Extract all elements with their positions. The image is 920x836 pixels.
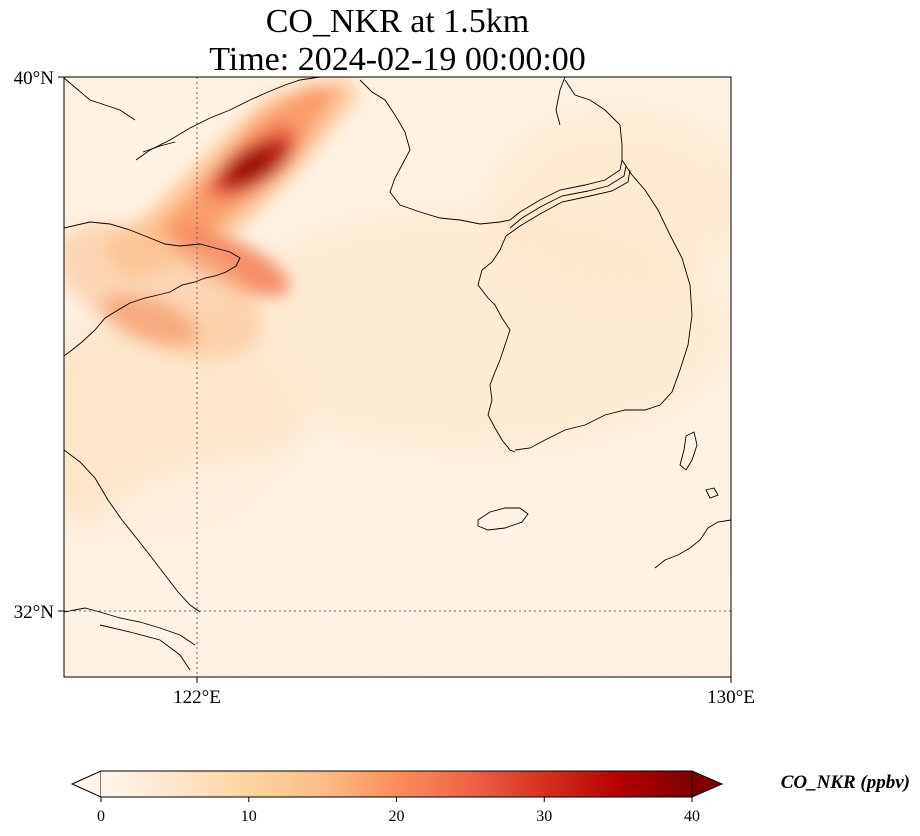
diffuse-field xyxy=(64,77,731,677)
map-subtitle-time: Time: 2024-02-19 00:00:00 xyxy=(209,41,586,78)
colorbar-tick-label: 30 xyxy=(536,808,552,825)
colorbar-ticks xyxy=(100,797,693,802)
coastlines xyxy=(64,77,731,671)
korea-bay-coast xyxy=(359,79,511,225)
colorbar-extend-max xyxy=(691,770,724,798)
colorbar-label: CO_NKR (ppbv) xyxy=(781,772,910,793)
bohai-north-coast xyxy=(64,77,136,121)
tick-marks xyxy=(58,76,732,683)
jeju-island xyxy=(477,507,529,531)
lat-tick-32n: 32°N xyxy=(14,602,55,623)
colorbar-gradient xyxy=(101,771,692,797)
liaodong-west-coast xyxy=(135,77,321,161)
north-coast-fragment xyxy=(555,77,566,126)
western-halo xyxy=(64,221,263,359)
iki-island xyxy=(705,487,719,499)
yangtze-estuary-south xyxy=(99,624,191,671)
bohai-island xyxy=(142,141,176,153)
central-blob xyxy=(170,228,290,296)
map-title: CO_NKR at 1.5km xyxy=(265,3,530,40)
lon-tick-122e: 122°E xyxy=(173,687,221,708)
korea-west-coast xyxy=(477,235,516,453)
yangtze-estuary-north xyxy=(64,607,196,646)
colorbar: 0 10 20 30 40 CO_NKR (ppbv) xyxy=(70,770,910,825)
map-frame xyxy=(63,76,732,678)
co-concentration-field xyxy=(64,77,731,677)
korea-east-south-coast xyxy=(514,159,693,451)
dmz-north-coast xyxy=(509,159,623,221)
colorbar-tick-labels: 0 10 20 30 40 xyxy=(97,808,700,825)
colorbar-tick-label: 0 xyxy=(97,808,105,825)
lat-tick-40n: 40°N xyxy=(14,68,55,89)
north-korea-east-coast xyxy=(564,79,623,160)
tsushima-island xyxy=(679,431,698,471)
plume-layer xyxy=(64,77,360,359)
jiangsu-coast xyxy=(64,449,201,613)
colorbar-tick-label: 20 xyxy=(389,808,405,825)
border-line-1 xyxy=(509,165,627,229)
border-line-2 xyxy=(505,169,631,237)
gridlines xyxy=(64,77,731,677)
colorbar-tick-label: 40 xyxy=(684,808,700,825)
kyushu-coast xyxy=(654,519,731,569)
colorbar-extend-min xyxy=(70,770,102,798)
lon-tick-130e: 130°E xyxy=(707,687,755,708)
plume-peak xyxy=(228,149,272,181)
shandong-coast xyxy=(64,221,241,357)
colorbar-tick-label: 10 xyxy=(241,808,257,825)
